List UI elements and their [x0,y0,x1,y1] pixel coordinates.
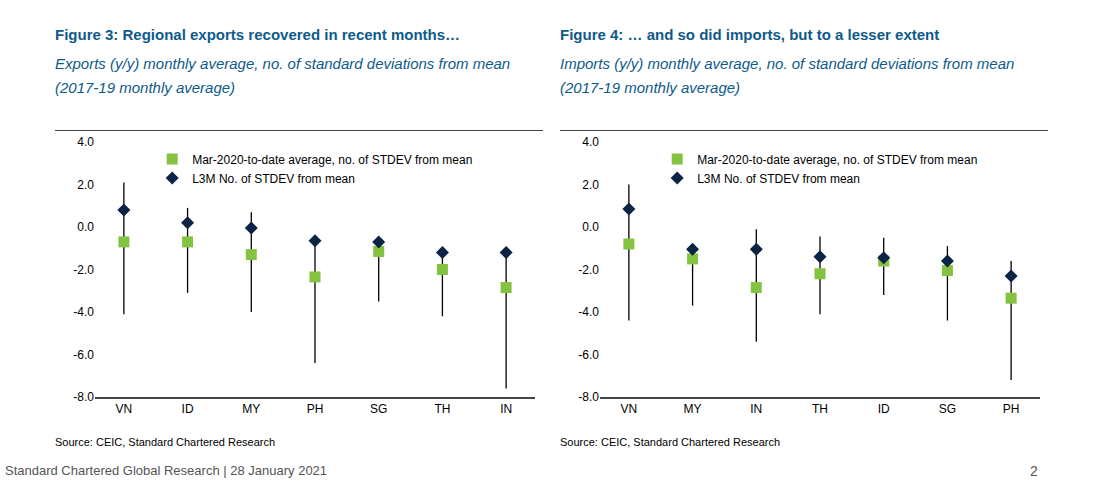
svg-text:VN: VN [621,402,638,416]
svg-text:-8.0: -8.0 [73,390,94,404]
svg-text:4.0: 4.0 [582,135,599,149]
html-text:Exports (y/y) monthly average,: Exports (y/y) monthly average, no. of st… [55,55,511,96]
html-text:Standard Chartered Global Rese: Standard Chartered Global Research | 28 … [5,463,328,478]
svg-text:-8.0: -8.0 [578,390,599,404]
svg-text:2.0: 2.0 [77,178,94,192]
svg-text:PH: PH [307,402,324,416]
svg-text:MY: MY [684,402,702,416]
svg-text:-4.0: -4.0 [73,305,94,319]
svg-text:-2.0: -2.0 [73,263,94,277]
svg-text:SG: SG [939,402,956,416]
svg-text:IN: IN [750,402,762,416]
svg-text:Mar-2020-to-date average, no.: Mar-2020-to-date average, no. of STDEV f… [192,153,472,167]
svg-text:ID: ID [182,402,194,416]
svg-text:0.0: 0.0 [582,220,599,234]
svg-text:-6.0: -6.0 [73,348,94,362]
svg-text:2.0: 2.0 [582,178,599,192]
html-text:Source: CEIC, Standard Charter: Source: CEIC, Standard Chartered Researc… [55,436,276,448]
svg-text:-4.0: -4.0 [578,305,599,319]
html-text:Imports (y/y) monthly average,: Imports (y/y) monthly average, no. of st… [560,55,1015,96]
html-text:Figure 3: Regional exports rec: Figure 3: Regional exports recovered in … [55,26,461,43]
html-text:Figure 4: … and so did imports: Figure 4: … and so did imports, but to a… [560,26,940,43]
html-text:Source: CEIC, Standard Charter: Source: CEIC, Standard Chartered Researc… [560,436,781,448]
svg-text:L3M No. of STDEV from mean: L3M No. of STDEV from mean [697,172,860,186]
svg-text:-6.0: -6.0 [578,348,599,362]
svg-text:TH: TH [434,402,450,416]
svg-text:TH: TH [812,402,828,416]
svg-text:MY: MY [242,402,260,416]
svg-text:PH: PH [1003,402,1020,416]
svg-text:L3M No. of STDEV from mean: L3M No. of STDEV from mean [192,172,355,186]
svg-text:IN: IN [500,402,512,416]
svg-text:0.0: 0.0 [77,220,94,234]
svg-text:-2.0: -2.0 [578,263,599,277]
html-text:2: 2 [1030,463,1038,479]
svg-text:SG: SG [370,402,387,416]
svg-text:Mar-2020-to-date average, no.: Mar-2020-to-date average, no. of STDEV f… [697,153,977,167]
svg-text:4.0: 4.0 [77,135,94,149]
svg-text:ID: ID [878,402,890,416]
svg-text:VN: VN [116,402,133,416]
